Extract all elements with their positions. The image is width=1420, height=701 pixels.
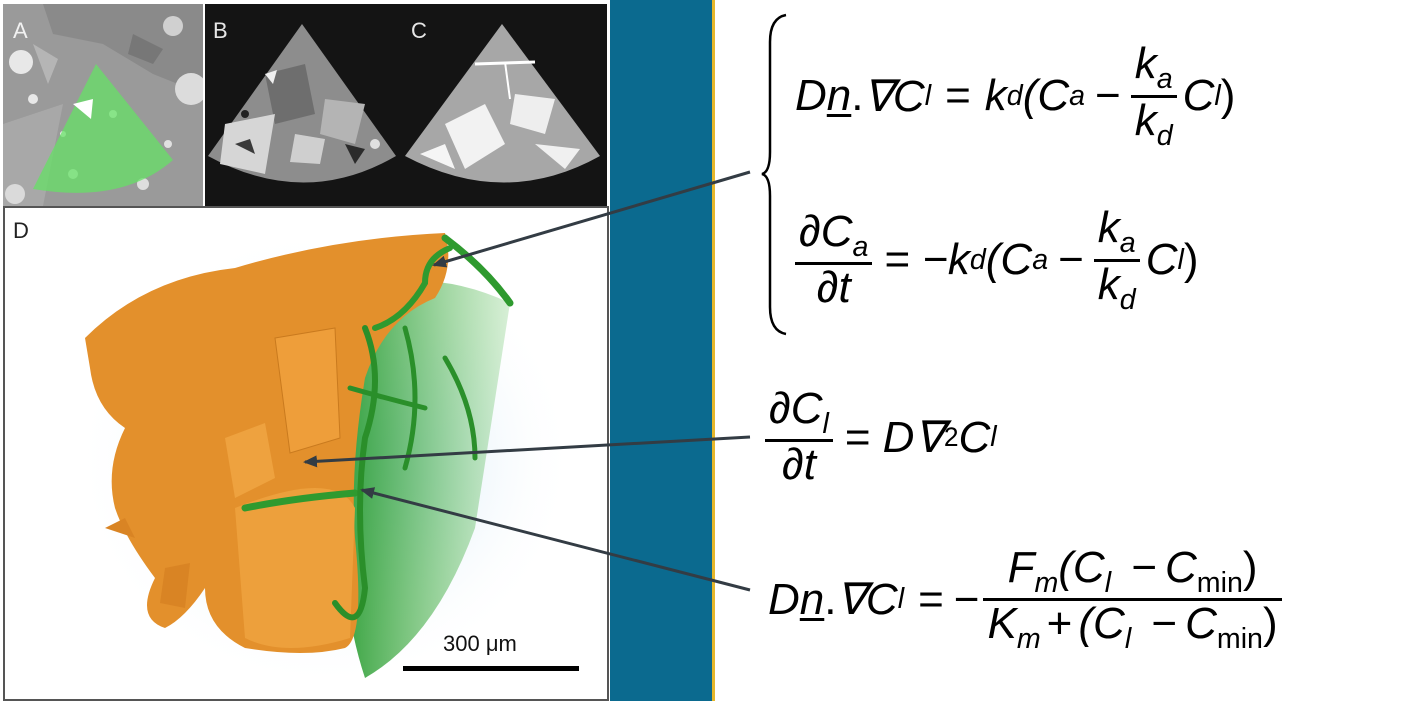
panel-d-3d-render: D 300 μm — [3, 206, 609, 701]
eq4-num-F-sub: m — [1034, 566, 1059, 599]
eq2-num: ∂C — [799, 206, 853, 256]
eq4-num-l: l — [1104, 566, 1112, 599]
eq4-den-open: (C — [1078, 599, 1125, 648]
eq2-tail-sub: l — [1177, 243, 1184, 276]
scale-bar-label: 300 μm — [443, 631, 517, 656]
scale-bar — [403, 666, 579, 671]
eq4-den-minus: − — [1151, 599, 1178, 648]
eq3-rhs-sub: l — [990, 421, 997, 453]
eq2-frac-num-k: k — [1097, 203, 1120, 253]
eq3-sup: 2 — [943, 422, 959, 452]
eq2-tail: C — [1145, 235, 1178, 284]
eq1-frac-den-k: k — [1134, 95, 1157, 145]
eq4-num-F: F — [1007, 542, 1035, 592]
eq4-sub-l: l — [897, 583, 905, 615]
eq1-frac-den-sub: d — [1156, 119, 1173, 152]
panel-c-label: C — [411, 18, 427, 43]
eq2-frac-den-k: k — [1097, 259, 1120, 309]
eq1-close: ) — [1220, 71, 1236, 120]
eq4-equals: = — [918, 574, 944, 624]
eq1-sub-l: l — [924, 79, 932, 112]
eq4-dot: . — [824, 574, 837, 624]
eq1-D: D — [795, 71, 827, 120]
eq2-num-sub: a — [852, 230, 869, 263]
eq4-nabla: ∇C — [836, 575, 898, 624]
arrow-to-sorption — [432, 170, 751, 268]
panel-c-image — [405, 24, 600, 183]
eq4-num-open: (C — [1058, 542, 1105, 592]
panel-b-image — [208, 24, 396, 183]
eq1-n: n — [826, 71, 852, 120]
eq1-dot: . — [851, 71, 864, 120]
eq4-den-min: min — [1216, 623, 1263, 655]
eq1-frac-num-k: k — [1134, 39, 1157, 89]
arrow-to-diffusion — [303, 435, 751, 468]
panel-b-segmented: B — [205, 4, 405, 206]
eq2-den: ∂t — [816, 262, 851, 312]
panel-b-label: B — [213, 18, 228, 43]
eq4-den-K-sub: m — [1016, 623, 1041, 655]
eq3-lhs-fraction: ∂Cl ∂t — [765, 386, 833, 488]
eq4-num-minus: − — [1131, 542, 1158, 592]
divider-gold-line — [712, 0, 715, 701]
panel-a-micrograph: A — [3, 4, 203, 206]
eq1-k: k — [984, 71, 1007, 120]
panel-d-label: D — [13, 218, 29, 243]
eq1-frac-num-sub: a — [1156, 63, 1173, 96]
eq4-den-C: C — [1185, 599, 1217, 648]
eq4-den-l: l — [1124, 623, 1132, 655]
eq1-open: (C — [1022, 71, 1070, 120]
eq2-rhs-sub: d — [969, 243, 986, 276]
eq3-den: ∂t — [781, 440, 816, 490]
eq1-tail-sub: l — [1214, 79, 1221, 112]
eq2-open: (C — [985, 235, 1033, 284]
eq4-den-close: ) — [1262, 599, 1278, 648]
eq4-minus: − — [953, 574, 980, 624]
eq2-frac-den-sub: d — [1119, 283, 1136, 316]
eq1-sub-a: a — [1069, 79, 1086, 112]
eq1-equals: = — [945, 71, 971, 120]
eq1-minus: − — [1095, 71, 1121, 120]
divider-blue-band — [610, 0, 712, 701]
eq1-sub-d: d — [1006, 79, 1023, 112]
eq4-den-K: K — [987, 599, 1017, 648]
eq4-num-close: ) — [1242, 542, 1258, 592]
eq1-nabla: ∇C — [863, 71, 925, 121]
eq2-equals: = — [884, 235, 911, 284]
eq3-rhs-D: D∇ — [882, 413, 944, 462]
eq4-n: n — [799, 574, 825, 624]
eq4-num-min: min — [1196, 566, 1243, 599]
eq4-fraction: Fm(Cl − Cmin) Km + (Cl − Cmin) — [983, 542, 1282, 655]
panel-a-label: A — [13, 18, 28, 43]
eq2-lhs-fraction: ∂Ca ∂t — [795, 206, 873, 312]
eq3-num-sub: l — [822, 408, 829, 441]
equation-system-brace — [761, 13, 787, 336]
eq2-sub-a: a — [1032, 243, 1049, 276]
eq3-rhs-C: C — [958, 412, 991, 462]
panel-a-image — [3, 4, 203, 206]
eq3-num: ∂C — [769, 384, 823, 434]
eq4-den-plus: + — [1046, 599, 1073, 648]
eq2-close: ) — [1183, 235, 1199, 284]
eq4-num-C: C — [1165, 542, 1197, 592]
panel-c-binary: C — [405, 4, 607, 206]
eq2-minus: − — [1058, 235, 1084, 284]
eq2-fraction: ka kd — [1093, 203, 1140, 316]
eq1-fraction: ka kd — [1130, 39, 1177, 152]
eq4-D: D — [768, 574, 800, 624]
panel-d-image — [75, 228, 575, 688]
arrow-to-uptake — [360, 487, 751, 592]
eq3-equals: = — [844, 412, 871, 462]
eq1-tail: C — [1182, 71, 1215, 120]
eq2-frac-num-sub: a — [1119, 227, 1136, 260]
eq2-rhs: −k — [922, 235, 970, 284]
figure-panel: A B C — [0, 0, 610, 701]
